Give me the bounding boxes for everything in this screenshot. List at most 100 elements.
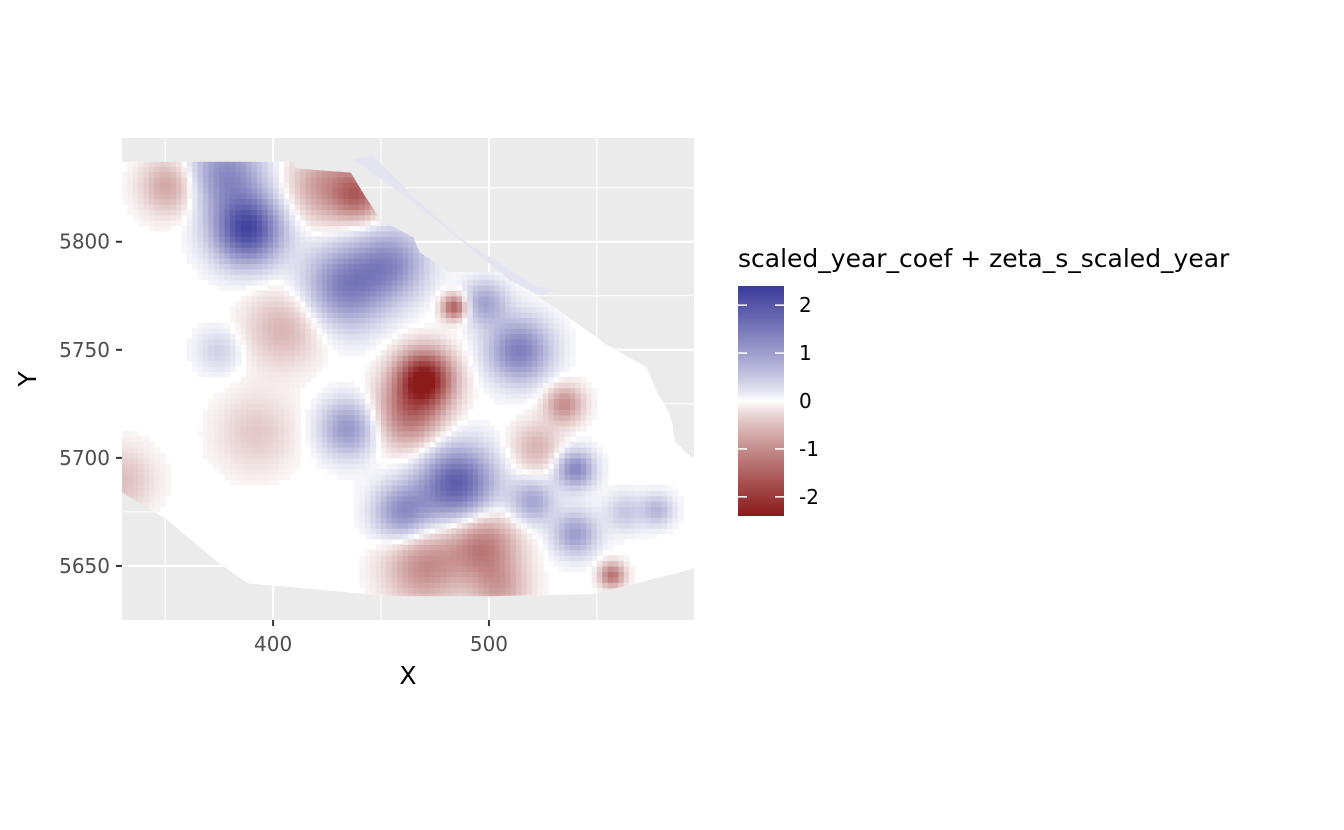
heatmap-cell [332, 214, 339, 221]
heatmap-cell [586, 501, 593, 508]
heatmap-cell [337, 290, 344, 297]
heatmap-cell [515, 322, 522, 329]
heatmap-cell [559, 528, 566, 535]
heatmap-cell [262, 430, 269, 437]
heatmap-cell [424, 301, 431, 308]
heatmap-cell [462, 312, 468, 318]
heatmap-cell [354, 387, 360, 394]
heatmap-cell [413, 301, 420, 308]
heatmap-cell [283, 436, 290, 443]
heatmap-cell [537, 301, 544, 308]
heatmap-cell [462, 555, 468, 562]
heatmap-cell [483, 436, 490, 443]
heatmap-cell [213, 258, 220, 264]
heatmap-cell [553, 430, 560, 437]
heatmap-cell [402, 549, 409, 556]
heatmap-cell [138, 214, 145, 221]
heatmap-cell [219, 187, 226, 194]
heatmap-cell [159, 468, 166, 475]
heatmap-cell [305, 339, 312, 345]
heatmap-cell [294, 166, 301, 173]
heatmap-cell [219, 414, 226, 421]
heatmap-cell [240, 382, 247, 389]
heatmap-cell [251, 263, 258, 270]
heatmap-cell [208, 349, 215, 356]
heatmap-cell [381, 285, 387, 291]
heatmap-cell [235, 203, 242, 210]
heatmap-cell [159, 182, 166, 189]
heatmap-cell [391, 312, 398, 318]
heatmap-cell [418, 258, 425, 264]
heatmap-cell [602, 501, 609, 508]
heatmap-cell [445, 463, 452, 470]
heatmap-cell [246, 176, 253, 183]
heatmap-cell [289, 425, 296, 432]
heatmap-cell [278, 263, 285, 270]
heatmap-cell [192, 328, 199, 335]
heatmap-cell [359, 566, 366, 572]
heatmap-cell [505, 398, 512, 405]
heatmap-cell [483, 533, 490, 540]
heatmap-cell [532, 474, 539, 481]
heatmap-cell [494, 484, 501, 491]
heatmap-cell [235, 403, 242, 410]
heatmap-cell [364, 501, 371, 508]
heatmap-cell [224, 322, 231, 329]
heatmap-cell [283, 268, 290, 275]
heatmap-cell [256, 301, 263, 308]
heatmap-cell [483, 355, 490, 362]
heatmap-cell [375, 339, 382, 345]
heatmap-cell [521, 360, 528, 367]
heatmap-cell [364, 571, 371, 578]
heatmap-cell [300, 236, 307, 243]
heatmap-cell [402, 376, 409, 383]
heatmap-cell [235, 263, 242, 270]
heatmap-cell [381, 403, 387, 410]
heatmap-cell [542, 506, 549, 513]
heatmap-cell [219, 247, 226, 254]
heatmap-cell [375, 220, 382, 227]
heatmap-cell [483, 549, 490, 556]
heatmap-cell [176, 198, 182, 205]
heatmap-cell [634, 533, 641, 540]
heatmap-cell [532, 528, 539, 535]
heatmap-cell [596, 511, 603, 518]
heatmap-cell [456, 571, 463, 578]
heatmap-cell [202, 263, 209, 270]
heatmap-cell [273, 425, 280, 432]
heatmap-cell [596, 544, 603, 551]
heatmap-cell [240, 409, 247, 416]
heatmap-cell [483, 382, 490, 389]
heatmap-cell [267, 285, 274, 291]
heatmap-cell [467, 376, 474, 383]
heatmap-cell [602, 587, 609, 594]
heatmap-cell [445, 355, 452, 362]
heatmap-cell [370, 463, 377, 470]
heatmap-cell [381, 479, 387, 486]
heatmap-cell [251, 230, 258, 237]
heatmap-cell [364, 468, 371, 475]
heatmap-cell [526, 371, 533, 378]
heatmap-cell [332, 209, 339, 216]
heatmap-cell [397, 555, 404, 562]
heatmap-cell [413, 279, 420, 286]
heatmap-cell [316, 279, 323, 286]
heatmap-cell [294, 241, 301, 248]
heatmap-cell [375, 479, 382, 486]
heatmap-cell [229, 333, 236, 340]
heatmap-cell [537, 479, 544, 486]
heatmap-cell [532, 360, 539, 367]
heatmap-cell [499, 349, 506, 356]
heatmap-cell [364, 447, 371, 454]
heatmap-cell [289, 220, 296, 227]
heatmap-cell [402, 236, 409, 243]
heatmap-cell [402, 322, 409, 329]
heatmap-cell [424, 593, 431, 597]
heatmap-cell [294, 258, 301, 264]
heatmap-cell [305, 220, 312, 227]
heatmap-cell [510, 576, 517, 583]
heatmap-cell [548, 349, 555, 356]
heatmap-cell [386, 582, 393, 589]
heatmap-cell [532, 484, 539, 491]
heatmap-cell [273, 436, 280, 443]
